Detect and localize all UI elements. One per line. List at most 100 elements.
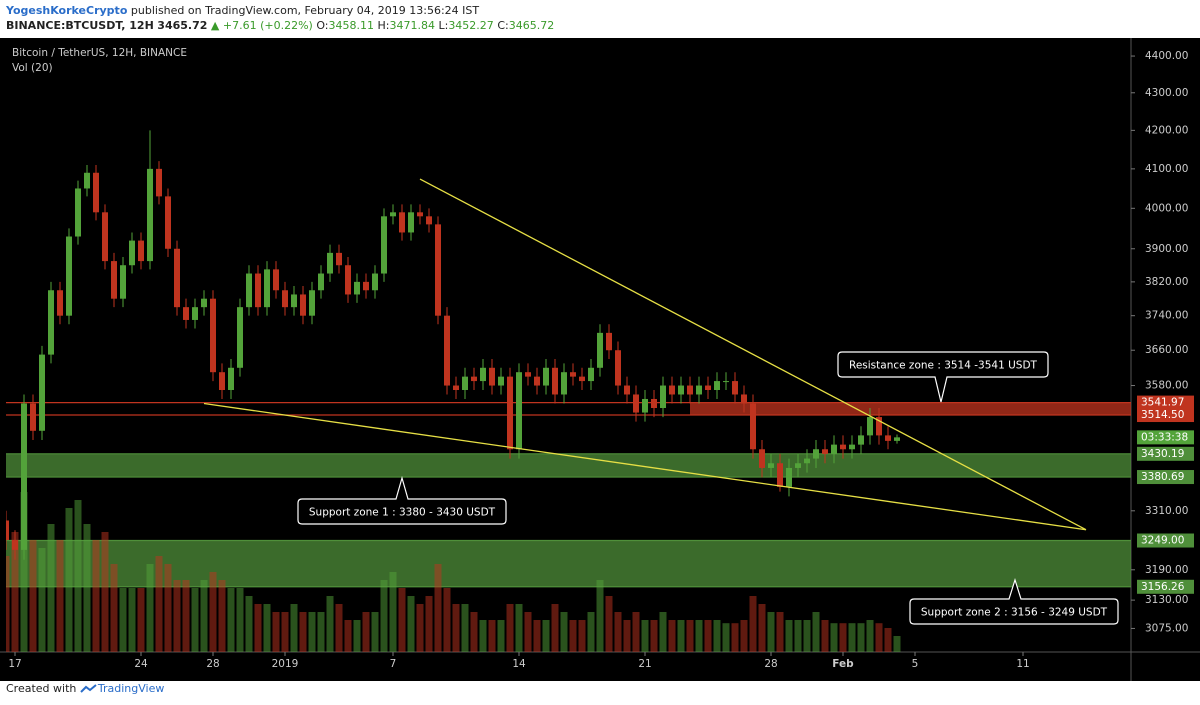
candle-body xyxy=(120,265,126,299)
candle-body xyxy=(822,449,828,454)
candle-body xyxy=(192,307,198,320)
candle-body xyxy=(741,394,747,404)
volume-bar xyxy=(623,620,631,652)
volume-bar xyxy=(236,588,244,652)
countdown: 03:33:38 xyxy=(1141,431,1188,443)
volume-bar xyxy=(353,620,361,652)
volume-bar xyxy=(173,580,181,652)
candle-body xyxy=(651,398,657,408)
zone-price-label: 3249.00 xyxy=(1141,535,1184,547)
zone-price-label: 3430.19 xyxy=(1141,448,1184,460)
volume-bar xyxy=(830,623,838,652)
candle-body xyxy=(759,449,765,468)
volume-bar xyxy=(209,572,217,652)
candle-body xyxy=(174,248,180,308)
volume-bar xyxy=(515,604,523,652)
y-tick-label: 4000.00 xyxy=(1145,202,1188,214)
candle-body xyxy=(597,332,603,368)
candle-body xyxy=(777,463,783,487)
volume-bar xyxy=(65,508,73,652)
footer: Created with TradingView xyxy=(6,682,164,695)
x-tick-label: Feb xyxy=(832,658,854,670)
volume-bar xyxy=(488,620,496,652)
volume-bar xyxy=(884,628,892,652)
zone-price-tag xyxy=(1137,579,1194,594)
candle-body xyxy=(876,417,882,436)
candle-body xyxy=(48,290,54,355)
y-tick-label: 4400.00 xyxy=(1145,50,1188,62)
candle-body xyxy=(228,367,234,390)
volume-bar xyxy=(191,588,199,652)
candle-body xyxy=(75,188,81,237)
candle-body xyxy=(660,385,666,408)
candle-body xyxy=(480,367,486,382)
candle-body xyxy=(345,265,351,295)
y-tick-label: 3580.00 xyxy=(1145,380,1188,392)
quote-line: BINANCE:BTCUSDT, 12H 3465.72 ▲ +7.61 (+0… xyxy=(6,18,554,33)
trendline xyxy=(419,178,1087,531)
volume-bar xyxy=(479,620,487,652)
volume-bar xyxy=(857,623,865,652)
volume-bar xyxy=(101,532,109,652)
candle-body xyxy=(372,273,378,291)
candle-body xyxy=(165,196,171,249)
candle-body xyxy=(894,437,900,441)
candle-body xyxy=(885,435,891,441)
candle-body xyxy=(66,236,72,316)
candle-body xyxy=(156,168,162,197)
volume-bar xyxy=(272,612,280,652)
y-tick-label: 3740.00 xyxy=(1145,310,1188,322)
volume-bar xyxy=(470,612,478,652)
volume-bar xyxy=(83,524,91,652)
volume-bar xyxy=(821,620,829,652)
candle-body xyxy=(84,172,90,189)
volume-bar xyxy=(92,540,100,652)
author[interactable]: YogeshKorkeCrypto xyxy=(6,4,128,17)
volume-bar xyxy=(6,556,10,652)
candle-body xyxy=(714,381,720,390)
x-tick-label: 11 xyxy=(1016,658,1029,670)
candle-body xyxy=(516,372,522,450)
volume-bar xyxy=(56,540,64,652)
candle-body xyxy=(282,290,288,308)
publish-line: YogeshKorkeCrypto published on TradingVi… xyxy=(6,3,554,18)
candle-body xyxy=(183,307,189,320)
volume-bar xyxy=(137,588,145,652)
candle-body xyxy=(534,376,540,386)
candle-body xyxy=(804,458,810,464)
volume-bar xyxy=(722,623,730,652)
candle-body xyxy=(507,376,513,450)
volume-bar xyxy=(461,604,469,652)
volume-bar xyxy=(389,572,397,652)
l-label: L: xyxy=(438,19,449,32)
candle-body xyxy=(6,520,9,541)
volume-bar xyxy=(785,620,793,652)
candle-body xyxy=(300,294,306,316)
candle-body xyxy=(768,463,774,468)
footer-brand[interactable]: TradingView xyxy=(97,682,165,695)
volume-bar xyxy=(668,620,676,652)
zone-price-tag xyxy=(1137,446,1194,461)
volume-bar xyxy=(290,604,298,652)
volume-bar xyxy=(281,612,289,652)
candle-body xyxy=(417,212,423,217)
candle-body xyxy=(318,273,324,291)
candle-body xyxy=(543,367,549,386)
candle-body xyxy=(30,403,36,431)
callout-label: Resistance zone : 3514 -3541 USDT xyxy=(849,360,1038,372)
callout-label: Support zone 1 : 3380 - 3430 USDT xyxy=(309,507,496,519)
y-tick-label: 4100.00 xyxy=(1145,163,1188,175)
candle-body xyxy=(687,385,693,395)
candle-body xyxy=(57,290,63,316)
zone-price-label: 3156.26 xyxy=(1141,581,1185,593)
callout-box xyxy=(297,475,507,525)
volume-bar xyxy=(74,500,82,652)
volume-bar xyxy=(182,580,190,652)
volume-bar xyxy=(866,620,874,652)
candle-body xyxy=(444,315,450,386)
candle-body xyxy=(786,467,792,487)
volume-bar xyxy=(758,604,766,652)
o-value: 3458.11 xyxy=(328,19,374,32)
candle-body xyxy=(615,350,621,386)
candle-body xyxy=(633,394,639,413)
